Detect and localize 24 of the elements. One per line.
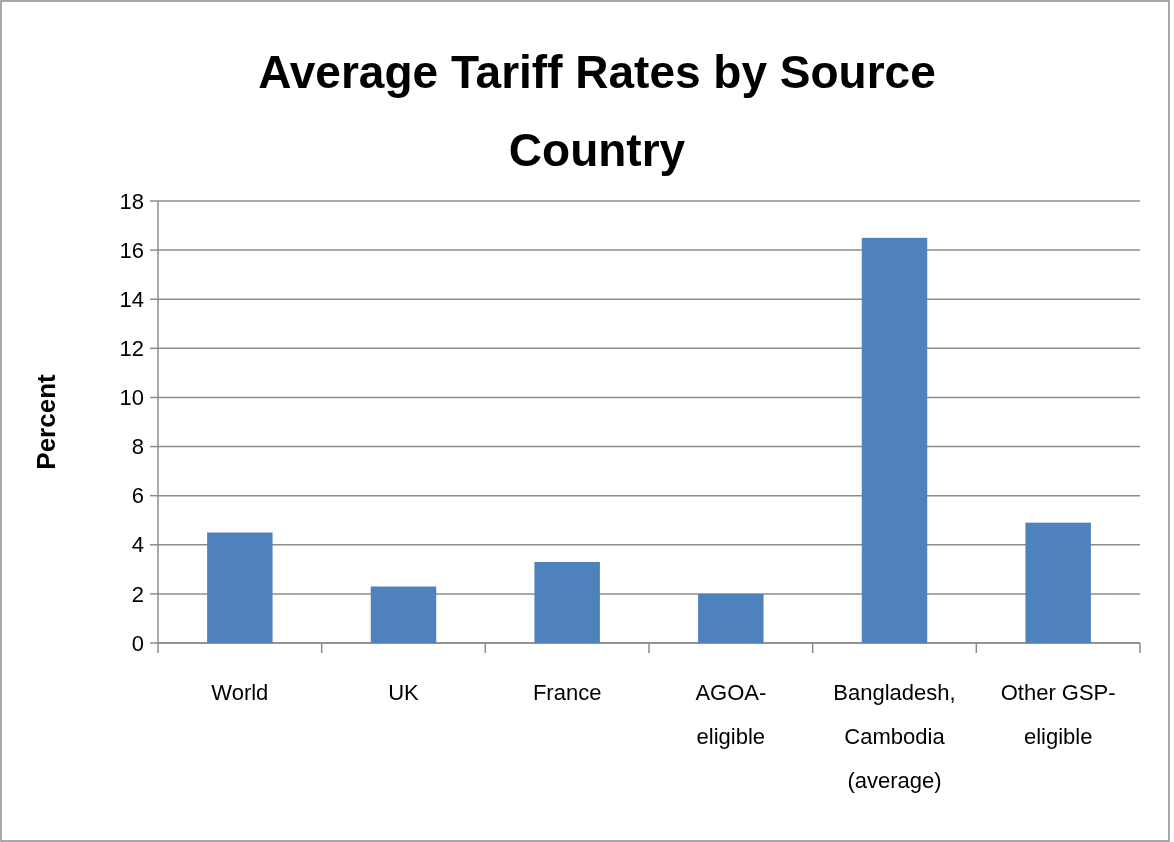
y-tick-label: 12 bbox=[119, 336, 144, 362]
x-tick-label: Other GSP-eligible bbox=[1000, 680, 1116, 749]
bar bbox=[207, 532, 273, 643]
y-tick-label: 18 bbox=[119, 188, 144, 214]
bar bbox=[861, 237, 928, 643]
y-tick-label: 6 bbox=[131, 483, 144, 509]
bar bbox=[1025, 522, 1091, 643]
bar bbox=[698, 593, 764, 643]
x-tick-label: AGOA-eligible bbox=[695, 680, 767, 749]
y-tick-label: 4 bbox=[131, 532, 144, 558]
x-tick-label: UK bbox=[388, 680, 420, 705]
y-tick-label: 10 bbox=[119, 385, 144, 411]
y-tick-label: 2 bbox=[131, 581, 144, 607]
y-tick-label: 14 bbox=[119, 286, 144, 312]
y-tick-label: 8 bbox=[131, 434, 144, 460]
y-tick-label: 0 bbox=[131, 630, 144, 656]
x-tick-label: Bangladesh, Cambodia (average) bbox=[833, 680, 956, 793]
x-tick-label: World bbox=[211, 680, 269, 705]
y-axis-title: Percent bbox=[31, 373, 61, 470]
y-tick-label: 16 bbox=[119, 237, 144, 263]
chart-title: Average Tariff Rates by Source Country bbox=[258, 46, 936, 176]
bar bbox=[534, 561, 600, 643]
x-tick-label: France bbox=[532, 680, 602, 705]
bar bbox=[370, 586, 437, 643]
